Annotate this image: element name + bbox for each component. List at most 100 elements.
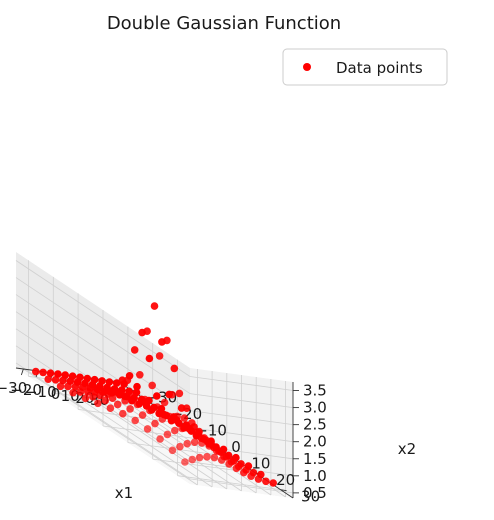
data-point: [257, 470, 265, 479]
x-tick: [20, 368, 24, 376]
data-point: [120, 380, 128, 388]
data-point: [155, 352, 164, 360]
data-point: [119, 409, 127, 418]
data-point: [130, 346, 139, 354]
data-point: [148, 381, 156, 390]
data-point: [130, 394, 138, 402]
grid-line-z: [189, 376, 294, 391]
data-point: [61, 371, 69, 379]
data-point: [183, 439, 191, 448]
data-point: [262, 477, 270, 486]
data-point: [69, 388, 77, 397]
data-point: [177, 404, 186, 412]
data-point: [145, 396, 153, 405]
data-point: [76, 373, 84, 382]
data-point: [137, 395, 146, 404]
data-point: [210, 453, 219, 462]
y-tick-label: 10: [251, 455, 270, 473]
data-point: [101, 396, 110, 405]
data-point: [126, 405, 134, 413]
data-point: [156, 435, 164, 443]
x-axis-label: x1: [115, 484, 133, 502]
grid-line-z: [15, 294, 191, 411]
data-point: [195, 453, 204, 462]
data-point: [170, 364, 179, 373]
data-point: [160, 398, 169, 407]
data-point: [162, 411, 171, 420]
data-point: [68, 372, 77, 381]
y-axis-label: x2: [398, 440, 416, 458]
data-point: [188, 455, 197, 464]
data-point: [112, 379, 121, 387]
legend: Data points: [282, 48, 448, 86]
data-point: [145, 354, 154, 363]
data-point: [118, 386, 126, 394]
data-point: [249, 468, 258, 477]
data-point: [181, 458, 189, 466]
data-point: [232, 453, 240, 462]
grid-line-z: [189, 427, 294, 443]
data-point: [113, 400, 122, 409]
data-point: [46, 369, 55, 378]
data-point: [132, 388, 141, 397]
z-tick-label: 1.0: [303, 467, 327, 485]
data-point: [151, 419, 159, 428]
data-point: [176, 442, 184, 451]
data-point: [125, 387, 133, 396]
y-tick-label: 0: [231, 438, 241, 456]
legend-label: Data points: [336, 59, 423, 77]
y-tick-label: 30: [301, 488, 320, 506]
data-point: [131, 416, 139, 425]
data-point: [175, 419, 183, 428]
data-point: [105, 378, 114, 386]
data-point: [219, 445, 228, 454]
data-point: [138, 411, 147, 419]
legend-frame: [282, 48, 448, 86]
grid-line-z: [15, 277, 191, 394]
grid-line-y: [102, 425, 207, 441]
data-point: [81, 394, 90, 403]
data-point: [194, 429, 203, 437]
data-point: [150, 403, 158, 412]
grid-line-z: [189, 393, 294, 408]
data-point: [133, 382, 141, 391]
data-point: [187, 427, 196, 435]
data-point: [171, 426, 179, 435]
data-points: [32, 302, 278, 487]
data-point: [98, 377, 106, 385]
chart-title: Double Gaussian Function: [107, 13, 341, 34]
data-point: [56, 382, 65, 391]
data-point: [83, 374, 92, 383]
y-tick: [280, 489, 287, 492]
data-point: [269, 479, 278, 487]
x-tick-label: −20: [10, 381, 42, 399]
data-point: [90, 375, 99, 384]
x-tick-label: 0: [51, 385, 61, 403]
data-point: [237, 460, 245, 468]
data-point: [203, 453, 211, 461]
data-point: [224, 451, 233, 460]
data-point: [136, 371, 144, 379]
grid-line-z: [189, 478, 294, 494]
data-point: [54, 370, 62, 378]
z-tick-label: 2.0: [303, 433, 327, 451]
data-point: [153, 392, 161, 400]
data-point: [168, 446, 177, 455]
z-tick-label: 0.5: [303, 484, 327, 502]
data-point: [150, 302, 159, 310]
legend-marker: [303, 63, 311, 71]
data-point: [182, 421, 190, 429]
data-point: [163, 430, 172, 439]
z-tick-label: 3.5: [303, 382, 327, 400]
data-point: [51, 376, 60, 384]
data-point: [199, 435, 208, 443]
data-point: [165, 390, 173, 399]
grid-line-z: [15, 362, 191, 480]
y-tick-label: 20: [276, 471, 295, 489]
data-point: [212, 443, 220, 451]
data-point: [94, 399, 102, 408]
data-point: [244, 462, 253, 470]
x-tick-label: −10: [25, 383, 57, 401]
data-point: [110, 385, 119, 393]
